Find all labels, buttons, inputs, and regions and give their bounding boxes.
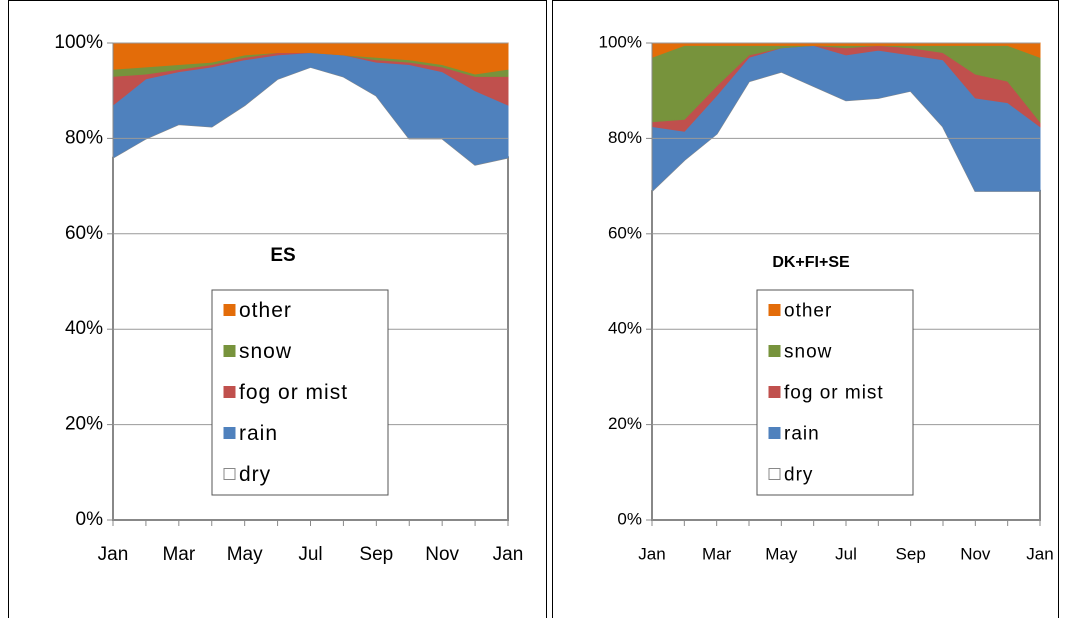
x-tick-label: Nov <box>960 544 991 563</box>
x-tick-label: Jul <box>835 544 857 563</box>
y-tick-label: 20% <box>608 414 642 433</box>
x-tick-label: Jan <box>638 544 665 563</box>
legend <box>756 289 914 496</box>
legend-swatch <box>768 427 781 439</box>
x-tick-label: Jan <box>1026 544 1053 563</box>
legend-label: other <box>239 299 292 322</box>
x-tick-label: Jan <box>98 544 129 565</box>
legend <box>211 289 389 496</box>
x-tick-label: May <box>227 544 263 565</box>
legend-label: snow <box>784 342 832 363</box>
legend-swatch <box>223 345 236 357</box>
y-tick-label: 80% <box>608 128 642 147</box>
y-tick-label: 40% <box>65 318 103 339</box>
y-tick-label: 40% <box>608 319 642 338</box>
legend-swatch <box>768 304 781 316</box>
legend-label: other <box>784 301 832 322</box>
legend-swatch <box>223 386 236 398</box>
y-tick-label: 100% <box>599 32 642 51</box>
y-tick-label: 0% <box>617 509 642 528</box>
legend-label: dry <box>784 465 813 486</box>
legend-label: fog or mist <box>784 383 884 404</box>
legend-swatch <box>223 468 236 480</box>
x-tick-label: Nov <box>425 544 459 565</box>
x-tick-label: Jan <box>493 544 524 565</box>
y-tick-label: 100% <box>54 32 103 53</box>
x-tick-label: Mar <box>702 544 732 563</box>
y-tick-label: 20% <box>65 414 103 435</box>
legend-label: snow <box>239 340 292 363</box>
y-tick-label: 0% <box>76 509 104 530</box>
legend-label: dry <box>239 463 271 486</box>
legend-label: rain <box>239 422 278 445</box>
y-tick-label: 80% <box>65 127 103 148</box>
y-tick-label: 60% <box>65 223 103 244</box>
chart-title: DK+FI+SE <box>772 254 850 271</box>
legend-swatch <box>768 345 781 357</box>
legend-swatch <box>768 468 781 480</box>
x-tick-label: Sep <box>359 544 393 565</box>
x-tick-label: Mar <box>162 544 195 565</box>
y-tick-label: 60% <box>608 223 642 242</box>
x-tick-label: May <box>765 544 798 563</box>
x-tick-label: Jul <box>298 544 322 565</box>
legend-swatch <box>223 304 236 316</box>
legend-label: rain <box>784 424 820 445</box>
legend-swatch <box>768 386 781 398</box>
legend-label: fog or mist <box>239 381 348 404</box>
legend-swatch <box>223 427 236 439</box>
panel-frame <box>8 0 547 618</box>
panel-frame <box>552 0 1059 618</box>
x-tick-label: Sep <box>896 544 926 563</box>
chart-title: ES <box>270 245 295 266</box>
